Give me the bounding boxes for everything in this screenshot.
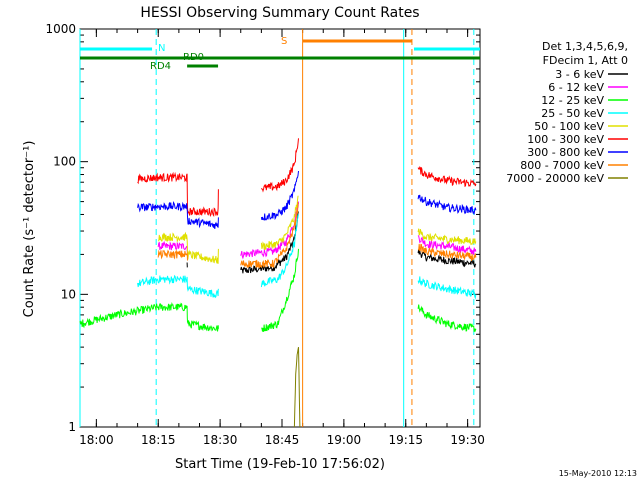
y-tick-label: 100 bbox=[53, 155, 76, 169]
legend-label: 6 - 12 keV bbox=[548, 81, 604, 94]
x-tick-label: 18:45 bbox=[265, 433, 300, 447]
plot-layer: 1 10 100 1000 18:00 18:15 18:30 18:45 19:00 19:15… bbox=[45, 22, 628, 447]
flag-label-rd0: RD0 bbox=[183, 52, 204, 63]
series-line bbox=[261, 138, 298, 191]
chart-title: HESSI Observing Summary Count Rates bbox=[140, 5, 419, 21]
series-line bbox=[418, 276, 476, 298]
series-line bbox=[418, 167, 476, 186]
legend-label: 100 - 300 keV bbox=[527, 133, 604, 146]
legend-label: 12 - 25 keV bbox=[541, 94, 604, 107]
series-line bbox=[418, 195, 476, 213]
series-line bbox=[138, 203, 219, 229]
legend-label: 3 - 6 keV bbox=[555, 68, 604, 81]
x-tick-label: 18:00 bbox=[79, 433, 114, 447]
legend-header-line-2: FDecim 1, Att 0 bbox=[543, 54, 628, 67]
x-tick-label: 19:00 bbox=[327, 433, 362, 447]
x-tick-label: 19:15 bbox=[388, 433, 423, 447]
series-line bbox=[294, 347, 300, 427]
plot-frame bbox=[80, 29, 480, 427]
series-line bbox=[158, 233, 218, 263]
series-line bbox=[418, 229, 476, 245]
legend-label: 300 - 800 keV bbox=[527, 146, 604, 159]
y-tick-label: 1 bbox=[68, 420, 76, 434]
series-line bbox=[418, 305, 476, 332]
y-tick-label: 1000 bbox=[45, 22, 76, 36]
flag-label-s: S bbox=[281, 36, 287, 47]
y-tick-label: 10 bbox=[61, 287, 76, 301]
series-line bbox=[261, 171, 298, 220]
legend-label: 800 - 7000 keV bbox=[520, 159, 604, 172]
series-line bbox=[80, 304, 218, 332]
x-tick-label: 18:30 bbox=[203, 433, 238, 447]
x-tick-label: 18:15 bbox=[141, 433, 176, 447]
series-line bbox=[158, 250, 187, 260]
legend-label: 7000 - 20000 keV bbox=[506, 172, 604, 185]
date-stamp: 15-May-2010 12:13 bbox=[559, 469, 637, 478]
legend-label: 50 - 100 keV bbox=[534, 120, 604, 133]
legend-label: 25 - 50 keV bbox=[541, 107, 604, 120]
series-line bbox=[138, 276, 219, 298]
flag-label-n: N bbox=[158, 43, 165, 54]
y-axis-label: Count Rate (s⁻¹ detector⁻¹) bbox=[22, 141, 37, 318]
flag-label-rd4: RD4 bbox=[150, 61, 171, 72]
x-axis-label: Start Time (19-Feb-10 17:56:02) bbox=[175, 457, 385, 472]
x-tick-label: 19:30 bbox=[450, 433, 485, 447]
legend-header-line-1: Det 1,3,4,5,6,9, bbox=[542, 40, 628, 53]
